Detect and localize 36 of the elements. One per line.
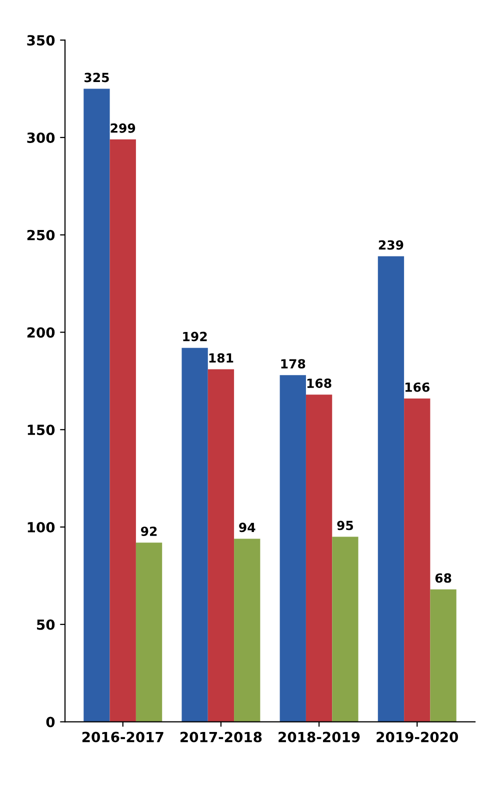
y-tick-label: 50 [37,619,55,630]
bar [136,542,162,722]
bar [306,394,332,722]
data-label: 192 [183,332,207,342]
data-label: 239 [378,240,404,250]
bar [84,88,110,722]
bar [430,589,456,722]
bar [208,369,234,722]
data-label: 68 [435,573,452,583]
data-label: 92 [140,526,157,536]
bar [332,536,358,722]
y-tick-label: 200 [27,327,55,338]
bar [234,538,260,722]
bar [182,348,208,722]
y-tick-label: 100 [28,522,55,533]
y-tick-label: 150 [28,424,55,436]
data-label: 181 [209,353,234,363]
data-label: 94 [239,522,256,532]
y-tick-label: 300 [27,132,55,143]
y-tick-label: 350 [27,35,55,46]
y-tick-label: 0 [46,716,55,728]
x-tick-label: 2019-2020 [376,732,458,742]
bar [280,375,306,722]
x-tick-label: 2018-2019 [278,732,360,742]
x-tick-label: 2017-2018 [180,732,262,742]
x-tick-label: 2016-2017 [82,732,164,742]
data-label: 178 [281,359,306,369]
data-label: 299 [110,123,136,133]
data-label: 95 [337,520,354,530]
data-label: 325 [84,72,109,82]
bar [404,398,430,722]
bar [110,139,136,722]
data-label: 166 [405,382,430,392]
data-label: 168 [307,378,332,388]
y-tick-label: 250 [27,230,55,240]
bar [378,256,404,722]
